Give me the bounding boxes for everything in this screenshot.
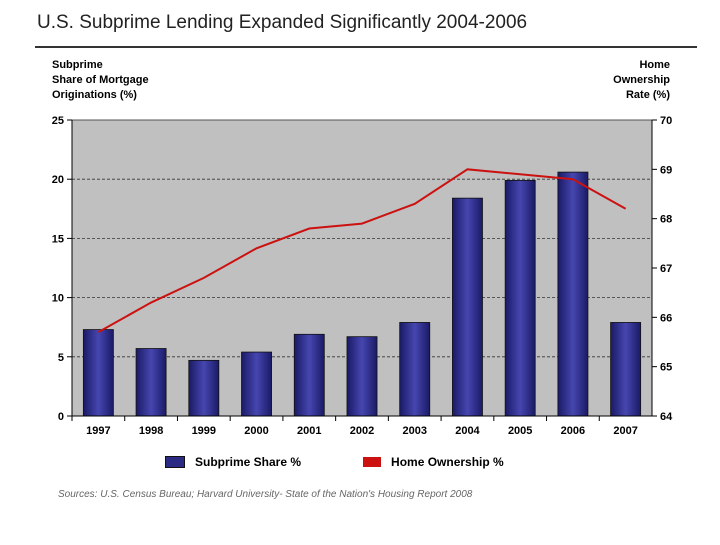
right-tick-label: 64 (660, 411, 673, 423)
bar (610, 322, 642, 417)
right-axis-label-line: Ownership (613, 74, 670, 86)
left-axis-label-line: Share of Mortgage (52, 74, 149, 86)
x-tick-label: 2000 (244, 425, 268, 437)
right-axis-label-line: Rate (%) (625, 89, 670, 101)
legend-swatch-line (363, 457, 382, 467)
left-axis-label-line: Originations (%) (52, 89, 137, 101)
chart-title: U.S. Subprime Lending Expanded Significa… (37, 12, 528, 33)
bar (241, 351, 272, 417)
legend-item-ownership: Home Ownership % (363, 455, 504, 469)
left-axis-label: Subprime Share of Mortgage Originations … (52, 58, 149, 103)
right-tick-label: 67 (660, 263, 672, 275)
bar (346, 336, 378, 417)
bar (293, 333, 325, 417)
legend-item-subprime: Subprime Share % (165, 455, 301, 469)
right-tick-label: 69 (660, 164, 672, 176)
left-tick-label: 5 (58, 352, 64, 364)
x-tick-label: 2001 (297, 425, 321, 437)
legend-label: Subprime Share % (195, 455, 302, 469)
right-axis-label-line: Home (639, 59, 670, 71)
x-tick-label: 2006 (561, 425, 585, 437)
bar (82, 329, 114, 417)
x-tick-label: 1999 (192, 425, 216, 437)
x-tick-label: 2007 (613, 425, 637, 437)
left-tick-label: 25 (52, 115, 64, 127)
bar (452, 197, 483, 417)
source-note: Sources: U.S. Census Bureau; Harvard Uni… (58, 489, 473, 500)
title-rule (35, 46, 697, 48)
right-tick-label: 70 (660, 115, 672, 127)
bar (188, 359, 220, 417)
left-tick-label: 15 (52, 233, 64, 245)
x-tick-label: 1997 (86, 425, 110, 437)
right-tick-label: 66 (660, 312, 672, 324)
x-tick-label: 2004 (455, 425, 480, 437)
left-axis-label-line: Subprime (52, 59, 103, 71)
bar (557, 171, 589, 417)
legend-label: Home Ownership % (391, 455, 504, 469)
left-tick-label: 20 (52, 174, 64, 186)
x-tick-label: 2002 (350, 425, 374, 437)
chart-svg: 0 5 10 15 20 25 64 65 66 67 68 69 70 1997 1998 1999 2000… (52, 115, 673, 437)
legend: Subprime Share % Home Ownership % (165, 455, 566, 469)
left-tick-label: 0 (58, 411, 64, 423)
right-tick-label: 68 (660, 214, 672, 226)
x-tick-label: 2003 (402, 425, 426, 437)
right-tick-label: 65 (660, 362, 672, 374)
bar (504, 179, 536, 417)
x-tick-label: 2005 (508, 425, 532, 437)
left-tick-label: 10 (52, 293, 64, 305)
x-tick-label: 1998 (139, 425, 163, 437)
right-axis-label: Home Ownership Rate (%) (613, 58, 670, 103)
legend-swatch-bar (165, 456, 185, 468)
bar (135, 348, 167, 417)
bar (399, 322, 431, 417)
